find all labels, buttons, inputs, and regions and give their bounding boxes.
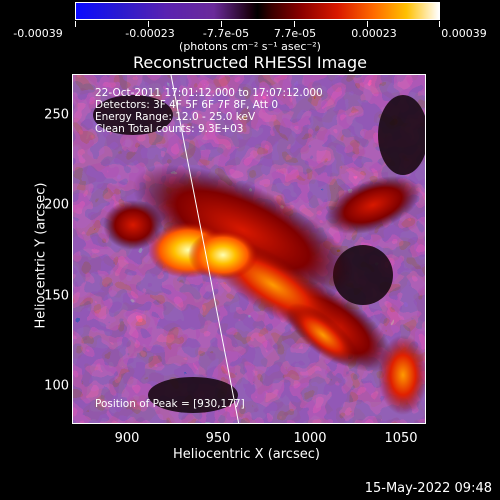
annotation-clean: Clean Total counts: 9.3E+03 — [95, 123, 244, 135]
x-tick-label: 1000 — [293, 431, 327, 446]
colorbar-tick — [75, 21, 76, 27]
x-tick-label: 950 — [205, 431, 231, 446]
colorbar-label: -0.00023 — [125, 27, 175, 40]
colorbar-tick — [294, 21, 295, 27]
rhessi-image: 22-Oct-2011 17:01:12.000 to 17:07:12.000… — [72, 74, 426, 424]
image-title: Reconstructed RHESSI Image — [133, 53, 367, 72]
y-tick-label: 250 — [44, 107, 69, 123]
image-canvas — [73, 75, 425, 423]
colorbar-tick — [367, 21, 368, 27]
colorbar-label: 0.00039 — [441, 27, 487, 40]
y-axis-label: Heliocentric Y (arcsec) — [33, 182, 49, 329]
y-tick-label: 100 — [44, 378, 69, 394]
colorbar-tick — [439, 21, 440, 27]
emission-regions — [103, 164, 425, 415]
timestamp: 15-May-2022 09:48 — [364, 481, 492, 496]
colorbar-tick — [148, 21, 149, 27]
annotation-time: 22-Oct-2011 17:01:12.000 to 17:07:12.000 — [95, 87, 323, 99]
colorbar-tick — [221, 21, 222, 27]
x-axis-label: Heliocentric X (arcsec) — [173, 447, 320, 462]
x-tick-label: 1050 — [384, 431, 418, 446]
x-tick-label: 900 — [114, 431, 140, 446]
colorbar-label: 0.00023 — [351, 27, 397, 40]
limb-line — [170, 75, 240, 423]
annotation-peak: Position of Peak = [930,177] — [95, 398, 245, 410]
annotation-energy: Energy Range: 12.0 - 25.0 keV — [95, 111, 256, 123]
annotation-detectors: Detectors: 3F 4F 5F 6F 7F 8F, Att 0 — [95, 99, 279, 111]
colorbar-units: (photons cm⁻² s⁻¹ asec⁻²) — [179, 40, 321, 53]
colorbar-label: 7.7e-05 — [273, 27, 317, 40]
y-tick-label: 150 — [44, 288, 69, 304]
colorbar — [75, 2, 440, 20]
colorbar-label: -0.00039 — [13, 27, 63, 40]
colorbar-label: -7.7e-05 — [202, 27, 250, 40]
y-tick-label: 200 — [44, 197, 69, 213]
